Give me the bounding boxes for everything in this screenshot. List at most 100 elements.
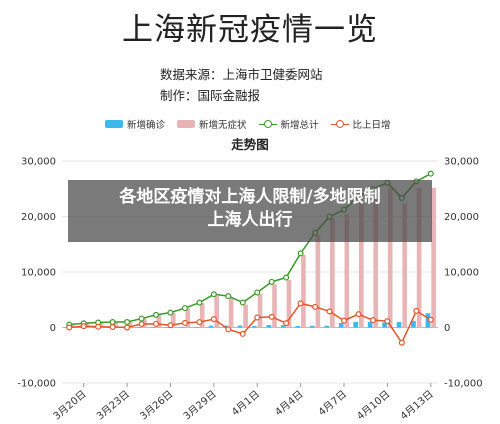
bar-new-asymptomatic (69, 324, 75, 328)
legend: 新增确诊 新增无症状 新增总计 比上日增 (105, 117, 391, 131)
legend-swatch-new-total (258, 120, 277, 128)
point-day-change (109, 324, 116, 331)
bar-new-confirmed (411, 320, 416, 328)
bar-new-asymptomatic (301, 254, 306, 328)
bar-new-asymptomatic (199, 303, 205, 328)
point-day-change (369, 317, 376, 324)
x-tick-label: 3月26日 (138, 388, 176, 422)
point-day-change (398, 339, 405, 346)
point-day-change (239, 330, 246, 337)
point-day-change (181, 319, 188, 326)
bar-new-asymptomatic (257, 293, 263, 328)
bar-new-asymptomatic (214, 296, 219, 328)
legend-label-new-total: 新增总计 (280, 120, 319, 131)
bar-new-asymptomatic (170, 312, 176, 328)
legend-item-new-confirmed[interactable]: 新增确诊 (105, 117, 165, 131)
y-tick-label-right: -10,000 (444, 379, 483, 390)
chart-subtitle: 走势图 (231, 137, 269, 152)
bar-new-confirmed (208, 325, 214, 328)
bar-new-asymptomatic (416, 187, 422, 328)
point-day-change (138, 321, 145, 328)
y-tick-label-left: 0 (50, 323, 56, 334)
y-tick-label-left: -10,000 (17, 379, 56, 390)
legend-item-new-asymptomatic[interactable]: 新增无症状 (177, 117, 247, 131)
bar-new-asymptomatic (113, 322, 118, 328)
bar-new-asymptomatic (185, 308, 191, 328)
bar-new-confirmed (382, 322, 387, 328)
point-day-change (427, 316, 434, 323)
point-day-change (312, 303, 319, 310)
bar-new-confirmed (78, 327, 84, 328)
overlay-caption-line1: 各地区疫情对上海人限制/多地限制 (119, 187, 381, 207)
point-day-change (254, 314, 261, 321)
trend-chart: -10,000 -10,000 0 0 10,000 10,000 20,000 20,000… (17, 157, 483, 423)
point-day-change (167, 322, 174, 329)
point-day-change (210, 316, 217, 323)
bar-new-confirmed (237, 325, 243, 328)
bar-new-confirmed (295, 326, 301, 328)
point-new-total (239, 299, 246, 306)
bar-new-confirmed (150, 327, 156, 328)
point-day-change (95, 323, 102, 330)
bar-new-asymptomatic (373, 194, 379, 328)
legend-item-new-total[interactable]: 新增总计 (258, 117, 319, 131)
bar-new-confirmed (179, 327, 185, 328)
bar-new-asymptomatic (330, 218, 335, 328)
bar-new-asymptomatic (315, 234, 321, 328)
point-day-change (355, 311, 362, 318)
point-day-change (341, 317, 348, 324)
bar-new-confirmed (309, 325, 315, 328)
point-new-total (225, 293, 232, 300)
bar-new-confirmed (324, 325, 330, 328)
x-tick-label: 4月4日 (273, 388, 306, 418)
legend-label-new-confirmed: 新增确诊 (127, 120, 166, 131)
point-new-total (427, 170, 434, 177)
point-new-total (153, 311, 160, 318)
point-new-total (181, 305, 188, 312)
point-new-total (138, 315, 145, 322)
point-day-change (153, 320, 160, 327)
x-tick-label: 4月10日 (355, 388, 393, 422)
bar-new-confirmed (367, 321, 373, 328)
overlay-caption: 各地区疫情对上海人限制/多地限制 上海人出行 (68, 180, 432, 242)
author-credit: 制作：国际金融报 (160, 88, 261, 103)
point-new-total (109, 319, 116, 326)
legend-label-day-change: 比上日增 (352, 120, 391, 131)
bar-new-confirmed (396, 321, 402, 328)
legend-swatch-new-confirmed (105, 120, 123, 128)
point-day-change (326, 308, 333, 315)
bar-new-confirmed (252, 326, 257, 328)
y-tick-label-left: 20,000 (21, 212, 56, 223)
overlay-caption-line2: 上海人出行 (207, 210, 293, 230)
point-day-change (283, 320, 290, 327)
y-tick-label-right: 0 (444, 323, 450, 334)
x-tick-label: 4月7日 (316, 388, 349, 418)
point-day-change (297, 300, 304, 307)
bar-new-asymptomatic (127, 322, 133, 328)
y-tick-label-right: 10,000 (444, 268, 479, 279)
bar-new-confirmed (281, 325, 286, 328)
point-day-change (384, 318, 391, 325)
point-new-total (124, 319, 131, 326)
point-new-total (196, 299, 203, 306)
point-day-change (124, 324, 131, 331)
point-new-total (210, 291, 217, 298)
bar-new-confirmed (165, 327, 170, 328)
point-day-change (268, 313, 275, 320)
bar-new-asymptomatic (344, 214, 350, 328)
bar-new-asymptomatic (98, 322, 104, 328)
chart-title: 上海新冠疫情一览 (122, 12, 378, 48)
bar-new-asymptomatic (358, 202, 364, 328)
bar-new-asymptomatic (387, 187, 393, 328)
bar-new-confirmed (136, 327, 142, 328)
legend-item-day-change[interactable]: 比上日增 (330, 117, 391, 131)
bar-new-asymptomatic (156, 315, 162, 328)
legend-swatch-new-asymptomatic (177, 120, 196, 128)
data-source: 数据来源：上海市卫健委网站 (160, 67, 323, 82)
bar-new-confirmed (338, 322, 344, 328)
point-day-change (66, 324, 73, 331)
legend-label-new-asymptomatic: 新增无症状 (199, 120, 247, 131)
point-day-change (413, 307, 420, 314)
bar-new-confirmed (266, 325, 272, 328)
point-day-change (196, 319, 203, 326)
